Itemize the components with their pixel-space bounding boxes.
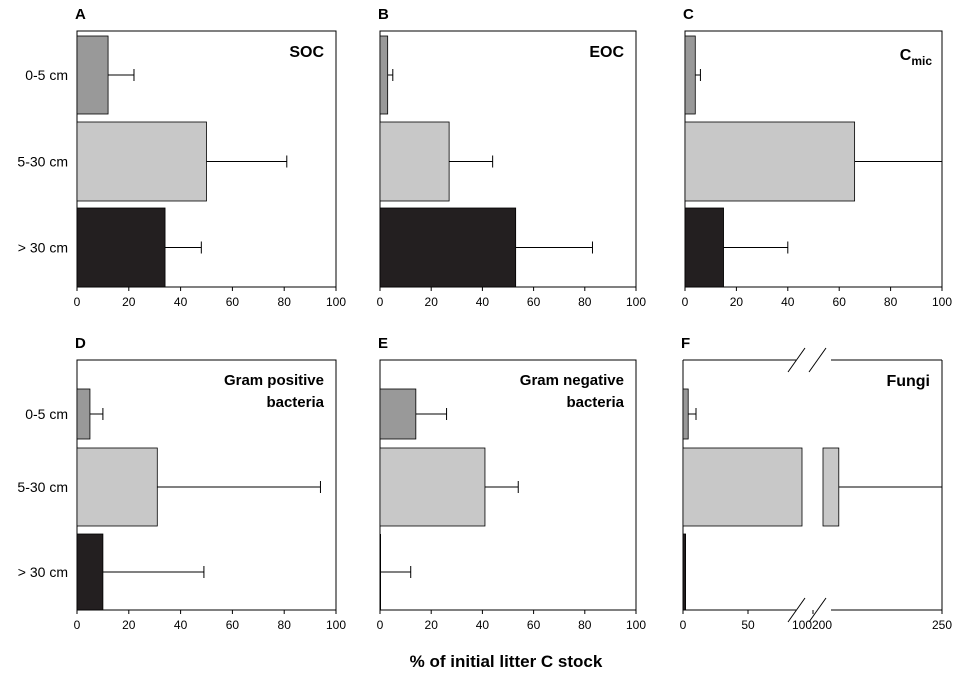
x-tick-label: 0	[74, 295, 81, 309]
category-label: > 30 cm	[18, 564, 68, 580]
bar	[76, 121, 207, 202]
x-tick-label: 60	[527, 618, 541, 632]
bar	[684, 121, 856, 202]
bar	[682, 388, 689, 440]
x-tick-label: 40	[781, 295, 795, 309]
axis-break-mark	[787, 597, 806, 623]
bar	[76, 35, 109, 115]
bar	[379, 121, 450, 202]
x-tick-label: 100	[792, 618, 812, 632]
panel-title: Gram negative	[520, 372, 624, 389]
x-tick-label: 40	[476, 618, 490, 632]
x-tick-label: 100	[326, 618, 346, 632]
x-tick-label: 20	[122, 295, 136, 309]
x-tick-label: 0	[680, 618, 687, 632]
panel-title: Cmic	[900, 47, 933, 68]
x-tick-label: 100	[626, 295, 646, 309]
x-tick-label: 40	[174, 618, 188, 632]
axis-break-mark	[808, 347, 827, 373]
x-tick-label: 60	[527, 295, 541, 309]
panel-title: bacteria	[566, 394, 624, 411]
x-tick-label: 100	[932, 295, 952, 309]
bar	[76, 207, 166, 288]
x-tick-label: 60	[226, 295, 240, 309]
x-tick-label: 100	[326, 295, 346, 309]
panel-title-subscript: mic	[911, 54, 932, 68]
bar	[379, 35, 389, 115]
x-tick-label: 20	[122, 618, 136, 632]
bar	[76, 447, 158, 527]
x-tick-label: 50	[741, 618, 755, 632]
bar	[682, 533, 686, 611]
x-tick-label: 20	[425, 618, 439, 632]
panel-title: EOC	[589, 44, 624, 61]
x-tick-label: 20	[730, 295, 744, 309]
x-tick-label: 80	[278, 295, 292, 309]
bar-segment	[822, 447, 840, 527]
x-tick-label: 40	[174, 295, 188, 309]
bar	[684, 207, 724, 288]
x-tick-label: 80	[884, 295, 898, 309]
x-tick-label: 250	[932, 618, 952, 632]
panel-title-main: C	[900, 47, 912, 64]
x-tick-label: 80	[578, 618, 592, 632]
category-label: 5-30 cm	[17, 154, 68, 170]
category-label: 5-30 cm	[17, 479, 68, 495]
category-label: > 30 cm	[18, 240, 68, 256]
panel-letter: F	[681, 335, 690, 352]
bar	[379, 447, 486, 527]
bar	[379, 207, 517, 288]
bar	[684, 35, 696, 115]
axis-break-mark	[808, 597, 827, 623]
panel-letter: B	[378, 6, 389, 23]
x-tick-label: 0	[377, 618, 384, 632]
axis-break-mark	[787, 347, 806, 373]
panel-letter: E	[378, 335, 388, 352]
x-tick-label: 0	[377, 295, 384, 309]
panel-letter: D	[75, 335, 86, 352]
panel-letter: A	[75, 6, 86, 23]
bar	[379, 388, 417, 440]
category-label: 0-5 cm	[25, 67, 68, 83]
bar	[682, 447, 803, 527]
panel-title: bacteria	[266, 394, 324, 411]
panel-title: Gram positive	[224, 372, 324, 389]
x-tick-label: 200	[812, 618, 832, 632]
x-tick-label: 40	[476, 295, 490, 309]
x-tick-label: 80	[278, 618, 292, 632]
category-label: 0-5 cm	[25, 406, 68, 422]
x-tick-label: 100	[626, 618, 646, 632]
panel-letter: C	[683, 6, 694, 23]
x-tick-label: 60	[226, 618, 240, 632]
x-tick-label: 0	[74, 618, 81, 632]
x-tick-label: 20	[425, 295, 439, 309]
panel-title: Fungi	[886, 373, 930, 390]
x-tick-label: 60	[833, 295, 847, 309]
x-tick-label: 0	[682, 295, 689, 309]
x-tick-label: 80	[578, 295, 592, 309]
x-axis-label: % of initial litter C stock	[410, 652, 603, 671]
panel-title: SOC	[289, 44, 324, 61]
bar	[76, 388, 91, 440]
bar	[76, 533, 104, 611]
